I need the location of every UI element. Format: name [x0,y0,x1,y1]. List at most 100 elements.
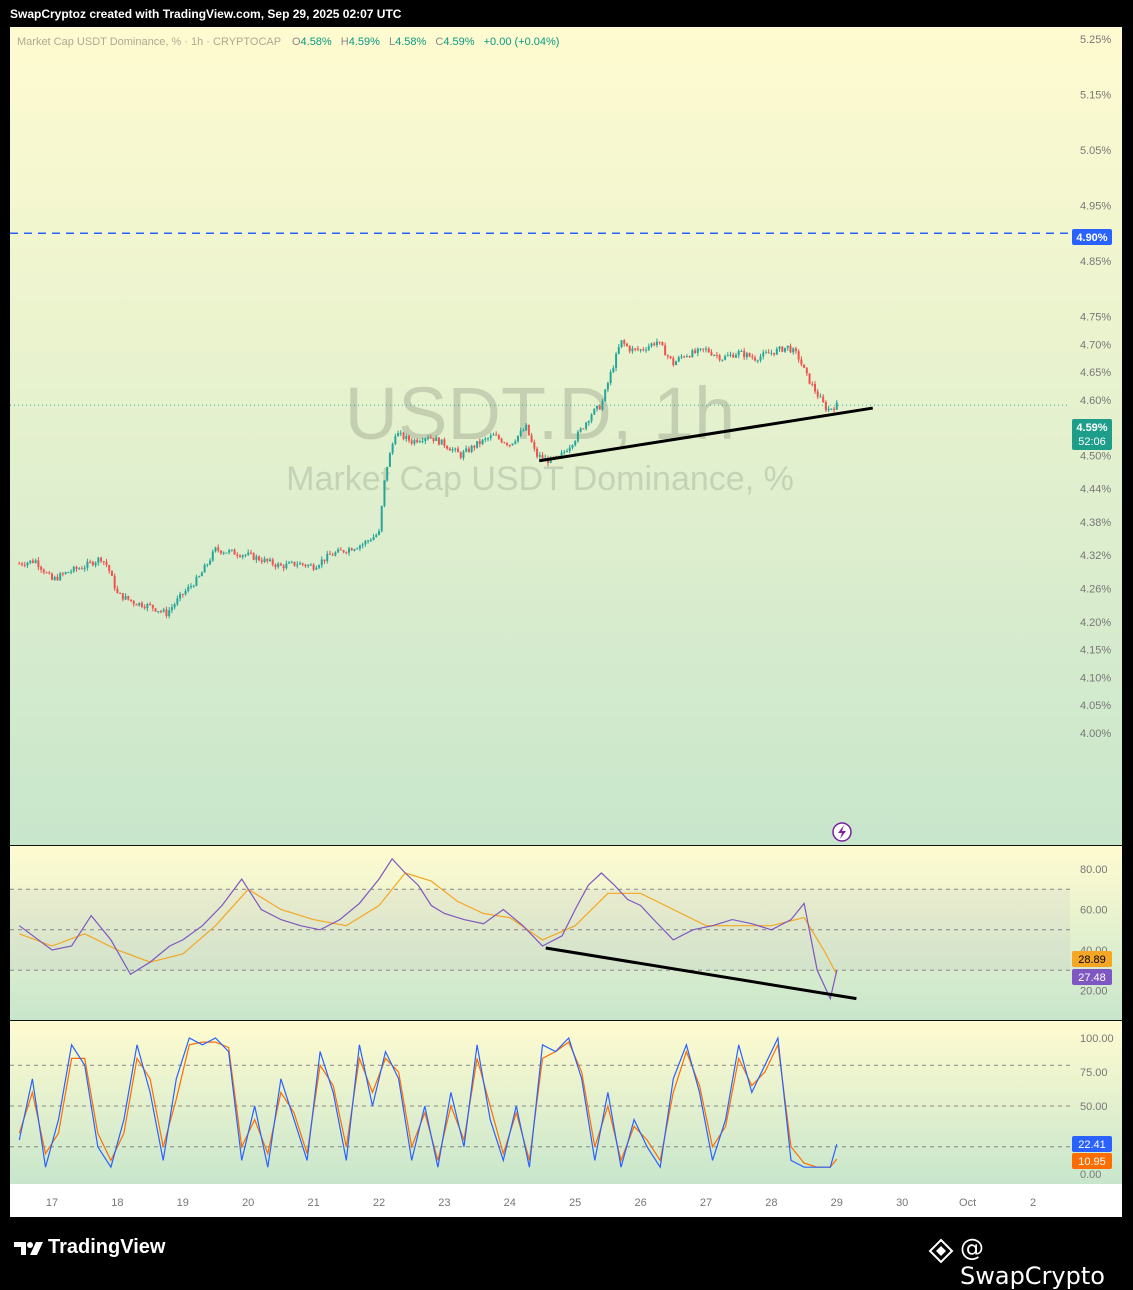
candle-down [598,405,601,410]
candle-down [31,560,34,563]
candle-down [407,435,410,441]
y-tick-label: 4.85% [1080,256,1111,268]
trading-chart[interactable]: USDT.D, 1h Market Cap USDT Dominance, % … [10,27,1122,1217]
candle-up [269,559,271,562]
candle-up [200,572,203,577]
x-tick-label: Oct [959,1197,976,1209]
candle-down [350,548,353,551]
candle-down [478,441,481,444]
candle-down [437,437,440,445]
candle-up [405,435,408,440]
candle-up [187,586,190,591]
candle-down [236,554,239,556]
rsi-ma-badge: 28.89 [1072,951,1112,967]
candle-down [271,559,274,565]
y-tick-label: 5.05% [1080,145,1111,157]
candle-down [527,424,530,436]
candle-up [189,586,192,588]
y-tick-label: 4.75% [1080,312,1111,324]
candle-up [369,540,372,542]
x-tick-label: 26 [634,1197,646,1209]
candle-down [748,353,751,357]
diamond-logo-icon [928,1238,954,1264]
y-tick-label: 4.60% [1080,395,1111,407]
candle-down [100,557,103,562]
tradingview-logo-icon[interactable] [12,1236,46,1260]
candle-up [290,561,293,563]
candle-down [432,437,435,442]
candle-down [266,558,269,562]
candle-down [808,373,811,384]
candle-up [157,611,160,613]
candle-down [495,434,498,436]
candle-down [127,595,130,600]
candle-down [658,341,661,343]
candle-up [489,435,492,439]
candle-down [789,345,792,353]
candle-up [726,355,729,357]
candle-down [282,565,285,569]
candle-up [326,553,329,562]
candle-down [824,402,827,411]
candle-up [756,360,759,362]
candle-up [734,355,737,358]
candle-down [429,437,432,439]
candle-down [181,593,184,595]
candle-down [301,563,304,565]
candle-up [587,421,590,423]
y-tick-label: 5.25% [1080,34,1111,46]
candle-up [372,536,375,541]
candle-up [462,451,465,458]
candle-up [211,551,214,561]
candle-up [198,576,201,578]
main-pane-bg [10,27,1122,845]
support-trendline [538,406,874,463]
x-tick-label: 22 [373,1197,385,1209]
y-tick-label: 4.38% [1080,517,1111,529]
rsi-badge: 27.48 [1072,969,1112,985]
candle-down [833,408,836,410]
candle-down [151,604,154,609]
candle-up [162,609,165,612]
watermark-symbol: USDT.D, 1h [345,372,736,455]
candle-down [767,352,770,354]
candle-down [113,575,116,589]
candle-up [356,548,359,550]
candle-up [593,408,596,415]
candle-up [514,441,517,444]
attribution-bar: SwapCryptoz created with TradingView.com… [0,0,1133,27]
candle-down [140,602,143,607]
candle-up [309,564,312,566]
y-tick-label: 5.15% [1080,90,1111,102]
candle-up [228,550,231,553]
y-tick-label: 4.20% [1080,617,1111,629]
candle-down [811,383,814,385]
legend-high-value: 4.59% [349,36,380,48]
candle-up [691,350,694,358]
x-tick-label: 21 [307,1197,319,1209]
y-tick-label: 4.44% [1080,484,1111,496]
candle-up [675,361,678,366]
candle-down [536,448,539,457]
candle-up [538,455,541,457]
tradingview-wordmark[interactable]: TradingView [48,1236,166,1258]
lightning-alert-icon[interactable] [832,822,852,842]
candle-up [367,540,370,542]
rsi-pane-bg [10,846,1122,1020]
candle-down [702,348,705,350]
candle-up [775,348,778,355]
candle-up [375,534,378,537]
candle-down [149,603,152,605]
level-badge-text: 4.90% [1076,232,1107,244]
symbol-legend[interactable]: Market Cap USDT Dominance, % · 1h · CRYP… [17,36,559,48]
x-tick-label: 27 [700,1197,712,1209]
candle-down [274,564,277,567]
candle-down [754,357,757,361]
candle-down [328,553,331,555]
candle-down [669,356,672,359]
candle-up [563,451,566,453]
candle-down [582,428,585,430]
candle-down [21,563,24,565]
candle-up [745,353,748,358]
candle-up [263,558,266,563]
